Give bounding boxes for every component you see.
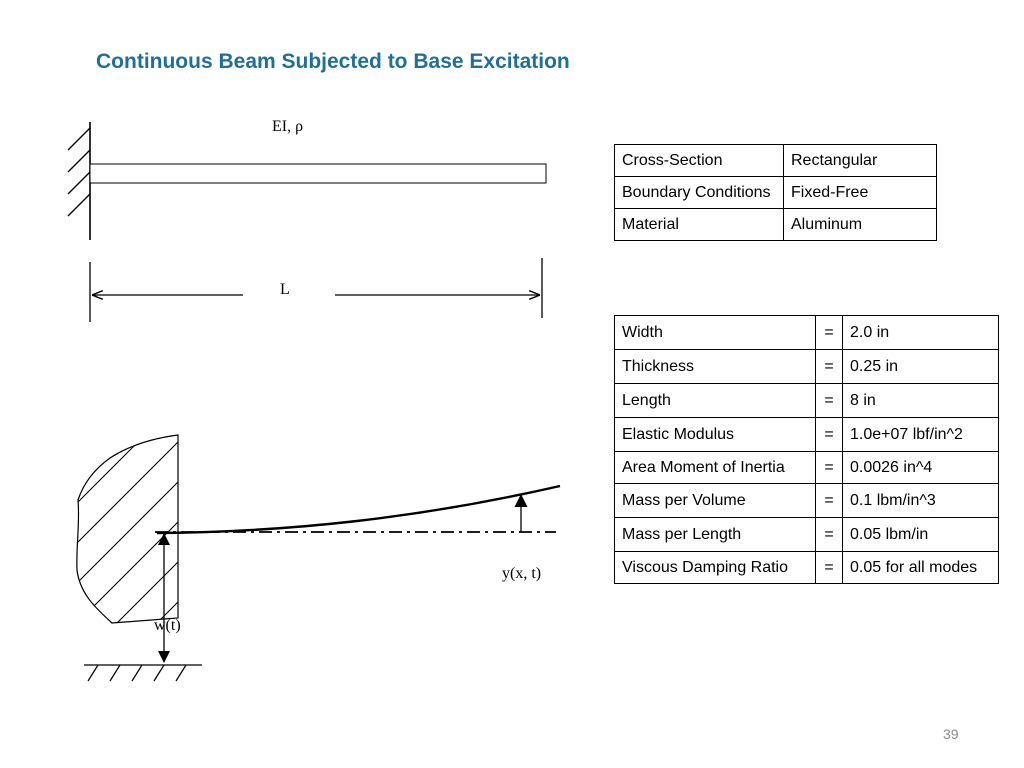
- table-row: Material Aluminum: [614, 208, 937, 241]
- parameter-key: Viscous Damping Ratio: [614, 551, 816, 584]
- beam-property-label: EI, ρ: [272, 118, 303, 135]
- ground: [84, 664, 202, 682]
- equals-sign: =: [815, 517, 843, 552]
- equals-sign: =: [815, 417, 843, 452]
- fixed-wall: [67, 122, 91, 240]
- table-row: Thickness = 0.25 in: [614, 349, 999, 384]
- page-number: 39: [943, 726, 959, 742]
- table-row: Elastic Modulus = 1.0e+07 lbf/in^2: [614, 417, 999, 452]
- table-row: Width = 2.0 in: [614, 315, 999, 350]
- parameter-key: Mass per Volume: [614, 483, 816, 518]
- parameter-value: 0.05 lbm/in: [842, 517, 999, 552]
- parameter-key: Mass per Length: [614, 517, 816, 552]
- table-row: Mass per Volume = 0.1 lbm/in^3: [614, 483, 999, 518]
- length-dimension: [89, 258, 543, 322]
- parameters-table: Width = 2.0 in Thickness = 0.25 in Lengt…: [614, 315, 999, 584]
- equals-sign: =: [815, 483, 843, 518]
- parameter-key: Elastic Modulus: [614, 417, 816, 452]
- table-row: Length = 8 in: [614, 383, 999, 418]
- parameter-key: Width: [614, 315, 816, 350]
- parameter-value: 0.1 lbm/in^3: [842, 483, 999, 518]
- table-row: Cross-Section Rectangular: [614, 144, 937, 177]
- parameter-key: Length: [614, 383, 816, 418]
- property-key: Cross-Section: [614, 144, 784, 177]
- property-key: Material: [614, 208, 784, 241]
- parameter-key: Thickness: [614, 349, 816, 384]
- table-row: Mass per Length = 0.05 lbm/in: [614, 517, 999, 552]
- property-value: Rectangular: [783, 144, 937, 177]
- table-row: Boundary Conditions Fixed-Free: [614, 176, 937, 209]
- parameter-value: 8 in: [842, 383, 999, 418]
- equals-sign: =: [815, 315, 843, 350]
- response-label: y(x, t): [502, 565, 541, 582]
- equals-sign: =: [815, 349, 843, 384]
- deflected-beam: [156, 484, 561, 535]
- beam: [89, 163, 547, 184]
- property-key: Boundary Conditions: [614, 176, 784, 209]
- parameter-key: Area Moment of Inertia: [614, 451, 816, 484]
- table-row: Area Moment of Inertia = 0.0026 in^4: [614, 451, 999, 484]
- parameter-value: 0.05 for all modes: [842, 551, 999, 584]
- moving-base: [76, 434, 179, 624]
- property-value: Aluminum: [783, 208, 937, 241]
- table-row: Viscous Damping Ratio = 0.05 for all mod…: [614, 551, 999, 584]
- property-value: Fixed-Free: [783, 176, 937, 209]
- parameter-value: 2.0 in: [842, 315, 999, 350]
- parameter-value: 0.25 in: [842, 349, 999, 384]
- equals-sign: =: [815, 451, 843, 484]
- parameter-value: 1.0e+07 lbf/in^2: [842, 417, 999, 452]
- length-label: L: [280, 281, 290, 298]
- parameter-value: 0.0026 in^4: [842, 451, 999, 484]
- base-input-label: w(t): [154, 617, 181, 634]
- equals-sign: =: [815, 383, 843, 418]
- slide-title: Continuous Beam Subjected to Base Excita…: [96, 50, 570, 73]
- beam-diagram: EI, ρ L y(x, t) w(t): [67, 118, 561, 682]
- properties-table: Cross-Section Rectangular Boundary Condi…: [614, 144, 937, 241]
- equals-sign: =: [815, 551, 843, 584]
